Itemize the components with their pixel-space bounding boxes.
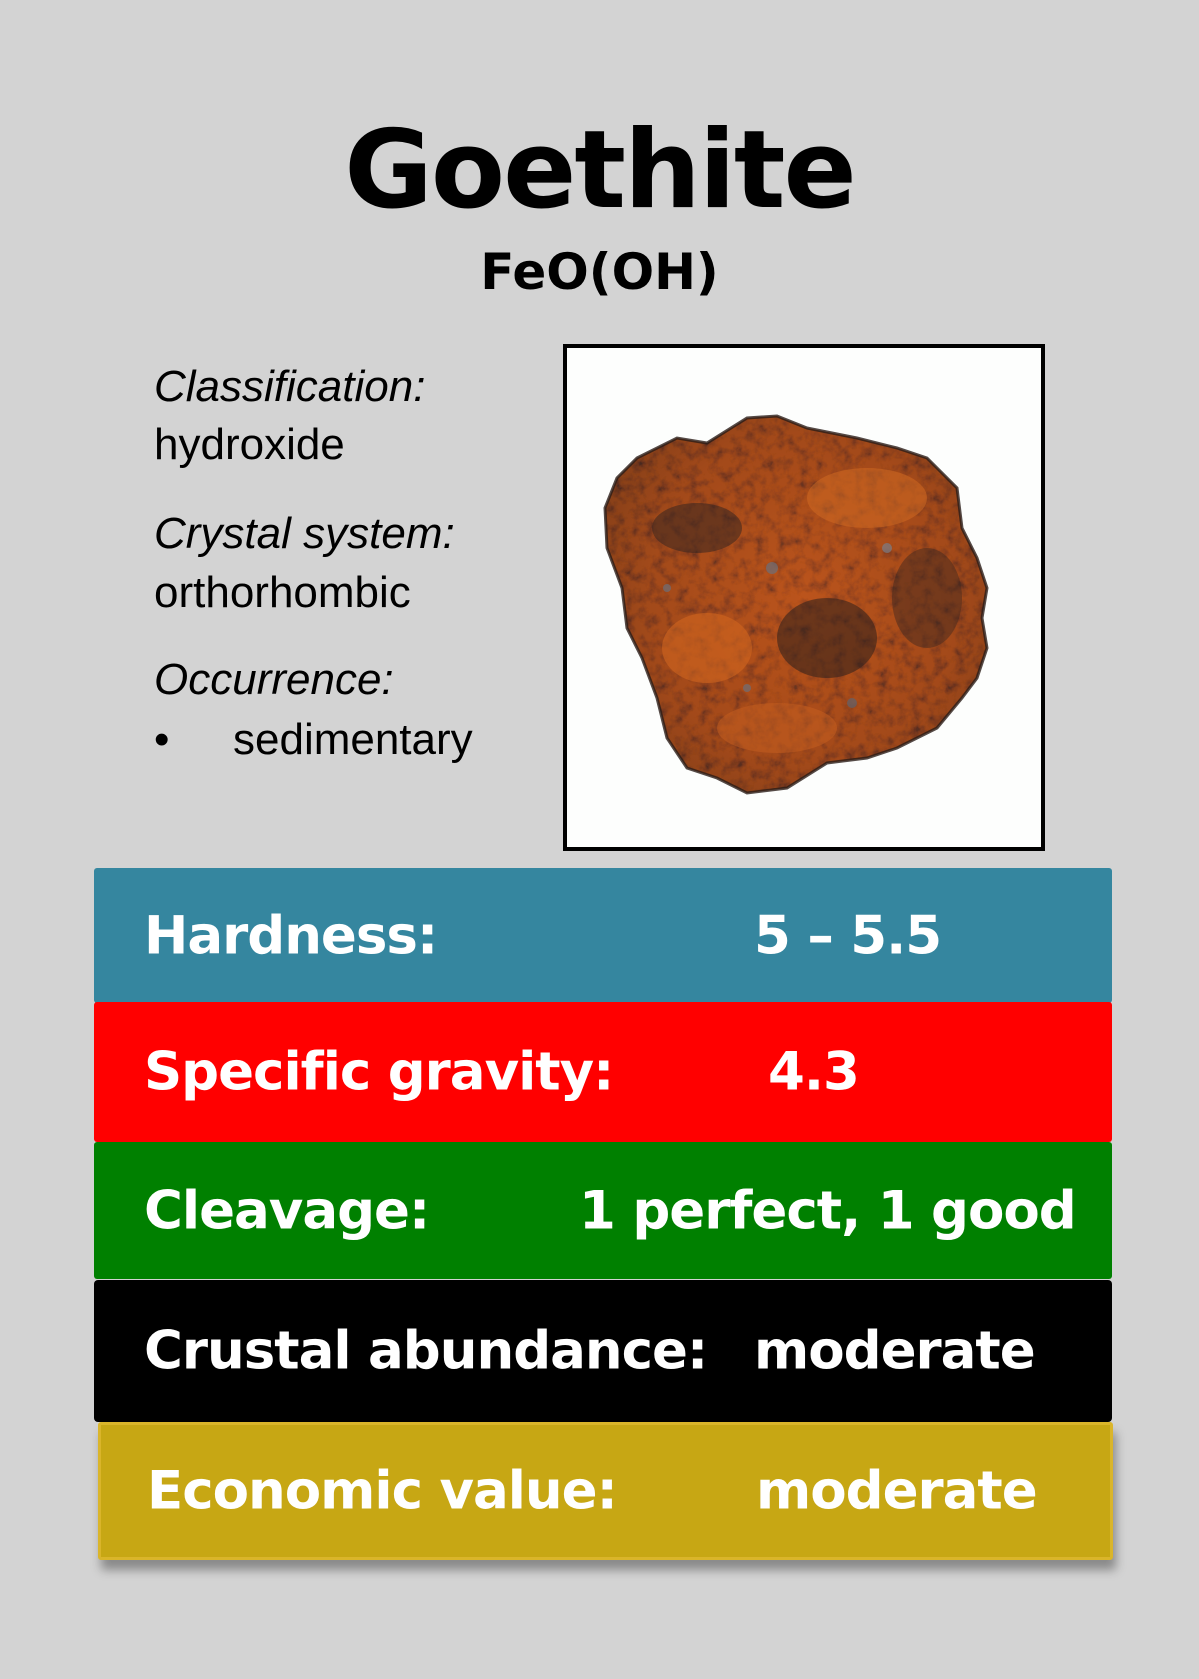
occurrence-label: Occurrence: <box>154 655 394 704</box>
hardness-label: Hardness: <box>144 905 438 966</box>
cleavage-label: Cleavage: <box>144 1180 430 1241</box>
cleavage-value: 1 perfect, 1 good <box>579 1180 1077 1241</box>
economic-value-row: Economic value: moderate <box>98 1422 1113 1560</box>
specific-gravity-value: 4.3 <box>768 1041 860 1103</box>
crystal-system-value: orthorhombic <box>154 568 411 617</box>
crustal-abundance-value: moderate <box>754 1320 1036 1382</box>
occurrence-value: sedimentary <box>233 715 473 764</box>
economic-value-label: Economic value: <box>147 1460 618 1522</box>
specific-gravity-label: Specific gravity: <box>144 1041 614 1103</box>
hardness-row: Hardness: 5 – 5.5 <box>94 868 1112 1003</box>
hardness-value: 5 – 5.5 <box>754 905 942 966</box>
crustal-abundance-row: Crustal abundance: moderate <box>94 1280 1112 1422</box>
chemical-formula: FeO(OH) <box>480 243 719 301</box>
crystal-system-label: Crystal system: <box>154 509 455 558</box>
crustal-abundance-label: Crustal abundance: <box>144 1320 708 1382</box>
classification-label: Classification: <box>154 362 426 411</box>
bullet-icon: • <box>154 715 170 764</box>
specimen-photo-frame <box>563 344 1045 851</box>
mineral-name: Goethite <box>344 108 857 233</box>
goethite-specimen-photo <box>603 414 989 795</box>
occurrence-list-item: • sedimentary <box>154 718 473 762</box>
economic-value-value: moderate <box>756 1460 1038 1522</box>
specific-gravity-row: Specific gravity: 4.3 <box>94 1002 1112 1142</box>
cleavage-row: Cleavage: 1 perfect, 1 good <box>94 1142 1112 1279</box>
classification-value: hydroxide <box>154 420 345 469</box>
